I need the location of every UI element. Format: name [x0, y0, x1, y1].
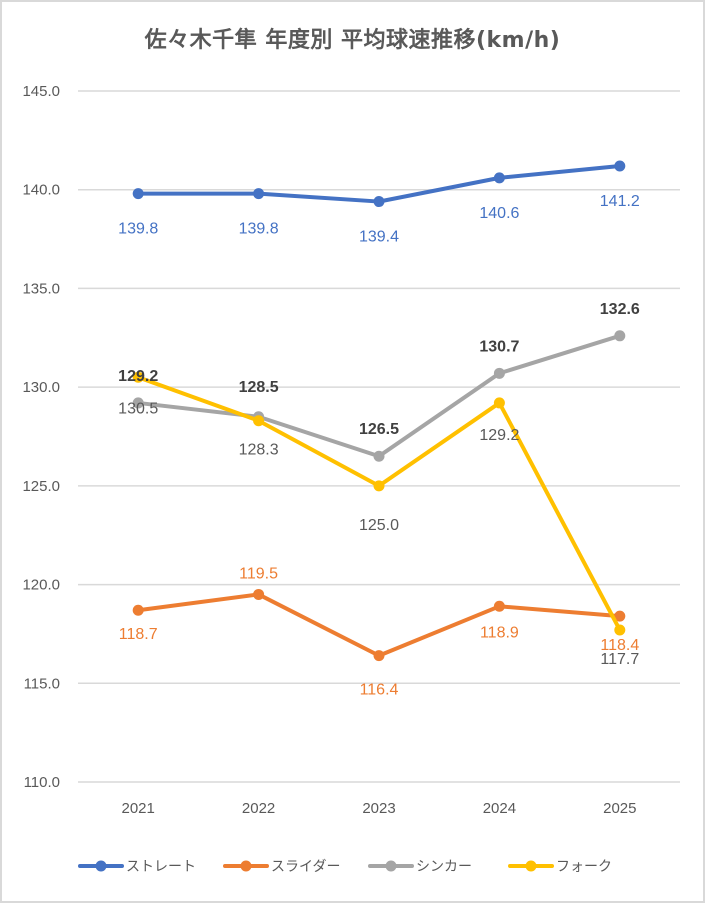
y-tick-label: 110.0: [24, 774, 60, 791]
data-point: [253, 415, 265, 427]
data-point: [373, 480, 385, 492]
legend-label: ストレート: [126, 859, 196, 875]
legend-marker-icon: [385, 860, 397, 872]
y-tick-label: 115.0: [24, 675, 60, 692]
data-label: 139.8: [239, 221, 279, 238]
x-tick-label: 2024: [483, 800, 516, 817]
series-line-3: [136, 375, 622, 632]
legend-label: フォーク: [556, 859, 612, 875]
data-label: 140.6: [479, 205, 519, 222]
data-point: [614, 330, 626, 342]
data-label: 128.5: [239, 379, 279, 396]
data-point: [614, 160, 626, 172]
data-point: [373, 450, 385, 462]
data-point: [373, 650, 385, 662]
data-point: [493, 172, 505, 184]
data-label: 118.4: [600, 637, 639, 654]
data-label: 128.3: [239, 442, 279, 459]
series-lines: [132, 160, 626, 662]
legend-marker-icon: [525, 860, 537, 872]
data-point: [253, 588, 265, 600]
legend-marker-icon: [95, 860, 107, 872]
data-label: 129.2: [118, 368, 158, 385]
y-axis-ticks: 110.0 115.0 120.0 125.0 130.0 135.0 140.0 145.0: [22, 83, 60, 791]
y-tick-label: 120.0: [22, 577, 60, 594]
data-point: [614, 610, 626, 622]
y-tick-label: 130.0: [22, 379, 60, 396]
data-label: 139.8: [118, 221, 158, 238]
x-axis-ticks: 2021 2022 2023 2024 2025: [122, 800, 637, 817]
data-labels: 139.8 139.8 139.4 140.6 141.2 118.7 119.5 116.4…: [118, 193, 640, 699]
data-label: 130.5: [118, 400, 158, 417]
data-label: 141.2: [600, 193, 640, 210]
data-label: 118.9: [480, 624, 519, 641]
y-tick-label: 145.0: [22, 83, 60, 100]
data-point: [132, 397, 144, 409]
data-point: [132, 604, 144, 616]
y-tick-label: 135.0: [22, 280, 60, 297]
data-point: [493, 367, 505, 379]
x-tick-label: 2021: [122, 800, 155, 817]
data-label: 126.5: [359, 421, 399, 438]
legend-marker-icon: [240, 860, 252, 872]
data-label: 130.7: [479, 338, 519, 355]
data-label: 117.7: [600, 651, 639, 668]
data-point: [614, 624, 626, 636]
legend-label: スライダー: [271, 859, 340, 875]
legend: ストレート スライダー シンカー フォーク: [78, 859, 612, 875]
data-label: 129.2: [479, 427, 519, 444]
data-label: 132.6: [600, 301, 640, 318]
y-tick-label: 140.0: [22, 182, 60, 199]
data-point: [132, 188, 144, 200]
data-label: 125.0: [359, 517, 399, 534]
data-label: 118.7: [119, 626, 158, 643]
data-label: 139.4: [359, 229, 399, 246]
data-point: [493, 397, 505, 409]
data-point: [253, 188, 265, 200]
data-point: [373, 196, 385, 208]
y-tick-label: 125.0: [22, 478, 60, 495]
series-line-1: [136, 592, 622, 658]
data-label: 116.4: [360, 682, 399, 699]
x-tick-label: 2025: [603, 800, 636, 817]
gridlines: [78, 90, 680, 783]
data-point: [132, 371, 144, 383]
x-tick-label: 2022: [242, 800, 275, 817]
data-point: [493, 600, 505, 612]
legend-label: シンカー: [416, 859, 472, 875]
data-label: 119.5: [239, 565, 278, 582]
x-tick-label: 2023: [362, 800, 395, 817]
chart-title: 佐々木千隼 年度別 平均球速推移(km/h): [144, 28, 561, 53]
